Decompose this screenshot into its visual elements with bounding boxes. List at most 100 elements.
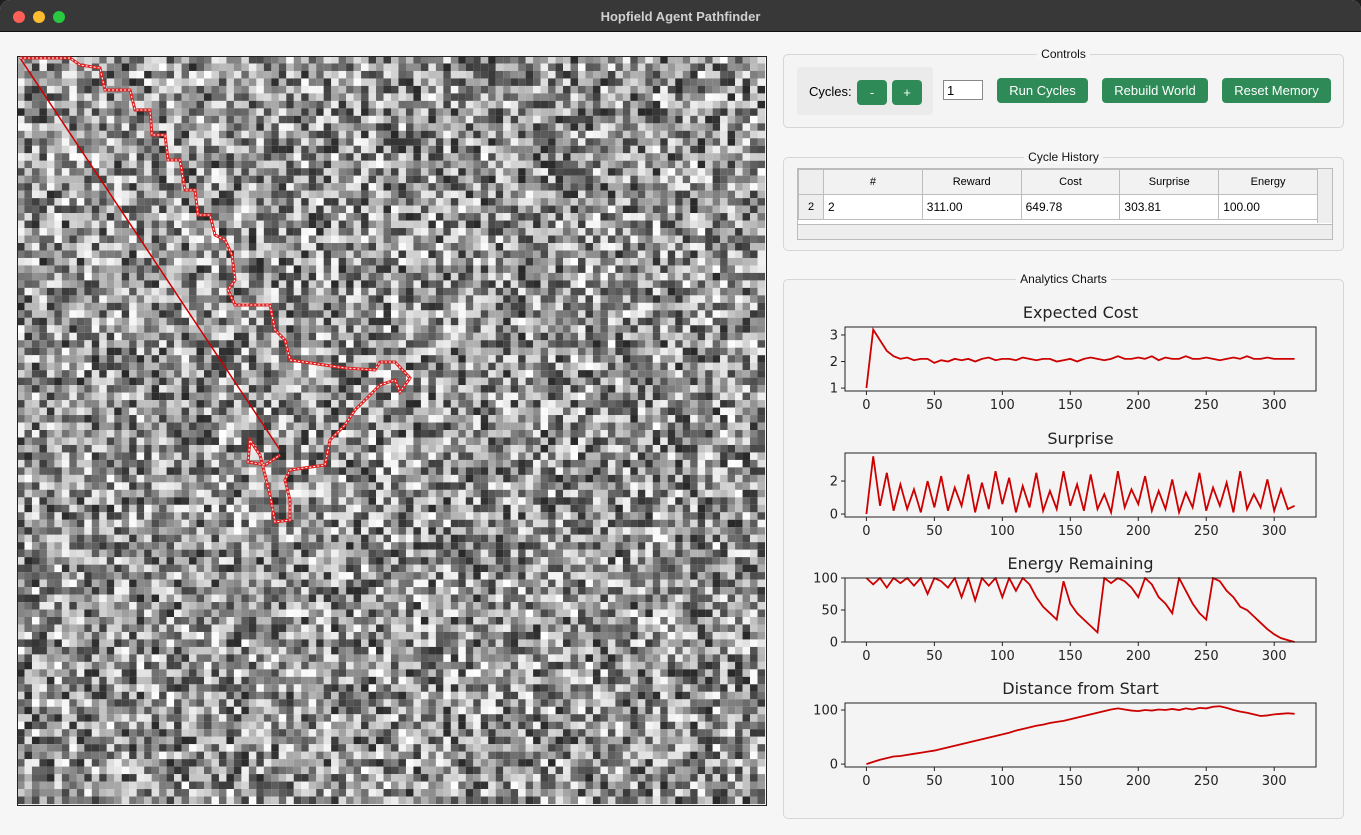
cell <box>600 400 608 408</box>
cell <box>443 407 451 416</box>
cell <box>69 168 77 176</box>
cell <box>503 115 511 124</box>
cell <box>84 347 92 356</box>
cell <box>585 115 594 124</box>
cell <box>413 355 421 363</box>
cell <box>189 362 197 371</box>
cell <box>226 400 234 408</box>
cell <box>525 70 534 79</box>
cell <box>196 100 205 109</box>
cell <box>271 317 279 326</box>
cell <box>114 325 122 333</box>
world-map <box>17 56 767 806</box>
cell <box>54 220 62 229</box>
cell <box>420 265 429 273</box>
cell <box>233 63 242 72</box>
cell <box>286 183 294 191</box>
cell <box>660 392 668 401</box>
cell <box>54 168 62 176</box>
cell <box>705 70 713 79</box>
cell <box>555 325 564 333</box>
cell <box>286 205 294 214</box>
cell <box>630 302 638 311</box>
cell <box>450 317 459 326</box>
cell <box>99 63 107 72</box>
cell <box>525 63 534 72</box>
cell <box>376 370 384 378</box>
cell <box>114 130 122 139</box>
cell <box>420 213 429 221</box>
zoom-button[interactable] <box>53 11 65 23</box>
cell <box>435 138 444 146</box>
cell <box>233 183 242 191</box>
cell <box>121 153 130 161</box>
cell <box>256 257 264 266</box>
cell <box>301 257 309 266</box>
cell <box>428 183 436 191</box>
cell <box>727 415 736 423</box>
cell <box>473 108 481 116</box>
cell <box>637 70 646 79</box>
cell <box>630 280 638 288</box>
cell <box>510 340 519 348</box>
cell <box>346 362 354 371</box>
cell <box>592 78 601 86</box>
cell <box>189 235 197 244</box>
cell <box>413 340 421 348</box>
cell <box>346 422 354 431</box>
cell <box>622 70 631 79</box>
cell <box>226 160 234 169</box>
cell <box>727 272 736 281</box>
cell <box>129 63 137 72</box>
cell <box>533 310 541 318</box>
cell <box>705 115 713 124</box>
cell <box>376 183 384 191</box>
cell <box>473 213 481 221</box>
cell <box>428 138 436 146</box>
cell <box>114 228 122 236</box>
cell <box>346 138 354 146</box>
cell <box>46 228 55 236</box>
cell <box>705 183 713 191</box>
cell <box>61 415 70 423</box>
cell <box>735 138 743 146</box>
cell <box>495 370 504 378</box>
cell <box>308 280 317 288</box>
cell <box>675 325 683 333</box>
cell <box>181 370 190 378</box>
cell <box>271 160 279 169</box>
cell <box>248 220 257 229</box>
cell <box>248 70 257 79</box>
cell <box>226 213 234 221</box>
cell <box>106 205 115 214</box>
cell <box>76 385 85 393</box>
cell <box>17 183 25 191</box>
minimize-button[interactable] <box>33 11 45 23</box>
cell <box>563 295 571 303</box>
cell <box>106 56 115 64</box>
cell <box>720 392 728 401</box>
cell <box>570 100 579 109</box>
cell <box>218 377 227 386</box>
cell <box>129 220 137 229</box>
cell <box>428 243 436 251</box>
cell <box>510 317 519 326</box>
cell <box>84 108 92 116</box>
cell <box>391 257 399 266</box>
cell <box>76 332 85 341</box>
cell <box>405 85 414 94</box>
cell <box>54 235 62 244</box>
cell <box>368 355 377 363</box>
cell <box>376 317 384 326</box>
cell <box>660 355 668 363</box>
cell <box>435 70 444 79</box>
cell <box>682 415 691 423</box>
close-button[interactable] <box>13 11 25 23</box>
cell <box>121 400 130 408</box>
cell <box>256 183 264 191</box>
cell <box>720 190 728 199</box>
cell <box>518 205 526 214</box>
cell <box>136 385 145 393</box>
cell <box>690 63 698 72</box>
cell <box>540 190 549 199</box>
